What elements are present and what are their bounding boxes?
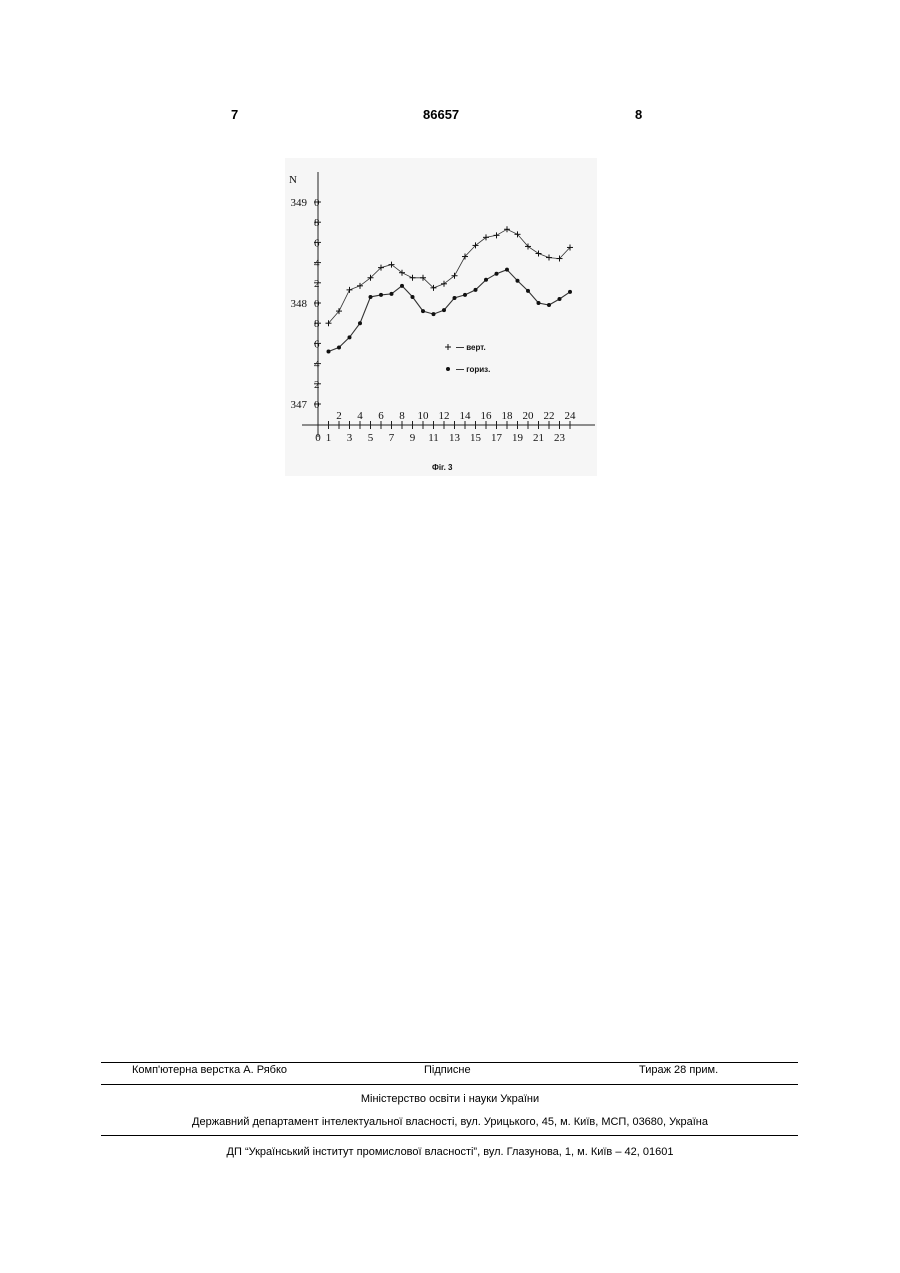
y-tick-label: 0 xyxy=(314,197,320,209)
legend-label: — верт. xyxy=(456,343,486,352)
legend-label: — гориз. xyxy=(456,365,490,374)
x-tick-label-top: 22 xyxy=(544,410,555,422)
data-point-dot xyxy=(327,349,331,353)
x-tick-label-top: 4 xyxy=(357,410,363,422)
x-tick-label-bottom: 0 xyxy=(315,432,321,444)
data-point-dot xyxy=(411,295,415,299)
y-tick-label: 4 xyxy=(314,258,320,270)
footer-rule-bottom xyxy=(101,1135,798,1136)
data-point-dot xyxy=(474,288,478,292)
footer-layout-credit: Комп'ютерна верстка А. Рябко xyxy=(132,1064,287,1076)
data-point-dot xyxy=(568,290,572,294)
x-tick-label-bottom: 5 xyxy=(368,432,374,444)
data-point-dot xyxy=(390,292,394,296)
data-point-dot xyxy=(348,335,352,339)
x-tick-label-top: 24 xyxy=(565,410,577,422)
x-tick-label-bottom: 9 xyxy=(410,432,416,444)
patent-number: 86657 xyxy=(423,107,459,122)
data-point-dot xyxy=(495,272,499,276)
y-tick-label: 8 xyxy=(314,217,320,229)
x-tick-label-top: 16 xyxy=(481,410,493,422)
x-tick-label-bottom: 1 xyxy=(326,432,332,444)
x-tick-label-bottom: 21 xyxy=(533,432,544,444)
data-point-dot xyxy=(463,293,467,297)
x-tick-label-bottom: 11 xyxy=(428,432,439,444)
footer-department: Державний департамент інтелектуальної вл… xyxy=(0,1116,900,1128)
y-major-label: 349 xyxy=(291,197,308,209)
figure-3: 08642086420349348347 2468101214161820222… xyxy=(285,158,597,476)
x-tick-label-bottom: 7 xyxy=(389,432,395,444)
y-axis-label: N xyxy=(289,174,297,186)
x-tick-label-bottom: 17 xyxy=(491,432,503,444)
data-point-dot xyxy=(558,297,562,301)
y-tick-label: 4 xyxy=(314,359,320,371)
footer-circulation: Тираж 28 прим. xyxy=(639,1064,718,1076)
data-point-dot xyxy=(379,293,383,297)
data-point-dot xyxy=(369,295,373,299)
x-tick-label-top: 18 xyxy=(502,410,514,422)
y-tick-label: 0 xyxy=(314,298,320,310)
x-tick-label-top: 10 xyxy=(418,410,430,422)
data-point-dot xyxy=(505,268,509,272)
y-major-label: 348 xyxy=(291,298,308,310)
x-tick-label-bottom: 3 xyxy=(347,432,353,444)
y-tick-label: 6 xyxy=(314,338,320,350)
page-number-left: 7 xyxy=(231,107,238,122)
x-tick-label-top: 12 xyxy=(439,410,450,422)
x-tick-label-top: 14 xyxy=(460,410,472,422)
footer-rule-middle xyxy=(101,1084,798,1085)
x-tick-label-top: 2 xyxy=(336,410,342,422)
y-tick-label: 8 xyxy=(314,318,320,330)
data-point-dot xyxy=(526,289,530,293)
page-number-right: 8 xyxy=(635,107,642,122)
footer-rule-top xyxy=(101,1062,798,1063)
data-point-dot xyxy=(516,279,520,283)
y-major-label: 347 xyxy=(291,399,308,411)
x-tick-label-top: 8 xyxy=(399,410,405,422)
figure-caption: Фіг. 3 xyxy=(432,463,453,472)
data-point-dot xyxy=(442,308,446,312)
line-chart: 08642086420349348347 2468101214161820222… xyxy=(285,158,597,476)
data-point-dot xyxy=(358,321,362,325)
x-tick-label-bottom: 15 xyxy=(470,432,482,444)
data-point-dot xyxy=(547,303,551,307)
legend-dot xyxy=(446,367,450,371)
data-point-dot xyxy=(484,278,488,282)
data-point-dot xyxy=(453,296,457,300)
data-point-dot xyxy=(400,284,404,288)
footer-ministry: Міністерство освіти і науки України xyxy=(0,1093,900,1105)
figure-background xyxy=(285,158,597,476)
footer-signed: Підписне xyxy=(424,1064,471,1076)
y-tick-label: 2 xyxy=(314,278,320,290)
y-tick-label: 0 xyxy=(314,399,320,411)
footer-institute: ДП “Український інститут промислової вла… xyxy=(0,1146,900,1158)
data-point-dot xyxy=(537,301,541,305)
data-point-dot xyxy=(337,345,341,349)
x-tick-label-top: 6 xyxy=(378,410,384,422)
data-point-dot xyxy=(421,309,425,313)
x-tick-label-bottom: 13 xyxy=(449,432,461,444)
data-point-dot xyxy=(432,312,436,316)
x-tick-label-top: 20 xyxy=(523,410,535,422)
x-tick-label-bottom: 19 xyxy=(512,432,524,444)
y-tick-label: 6 xyxy=(314,237,320,249)
x-tick-label-bottom: 23 xyxy=(554,432,566,444)
y-tick-label: 2 xyxy=(314,379,320,391)
